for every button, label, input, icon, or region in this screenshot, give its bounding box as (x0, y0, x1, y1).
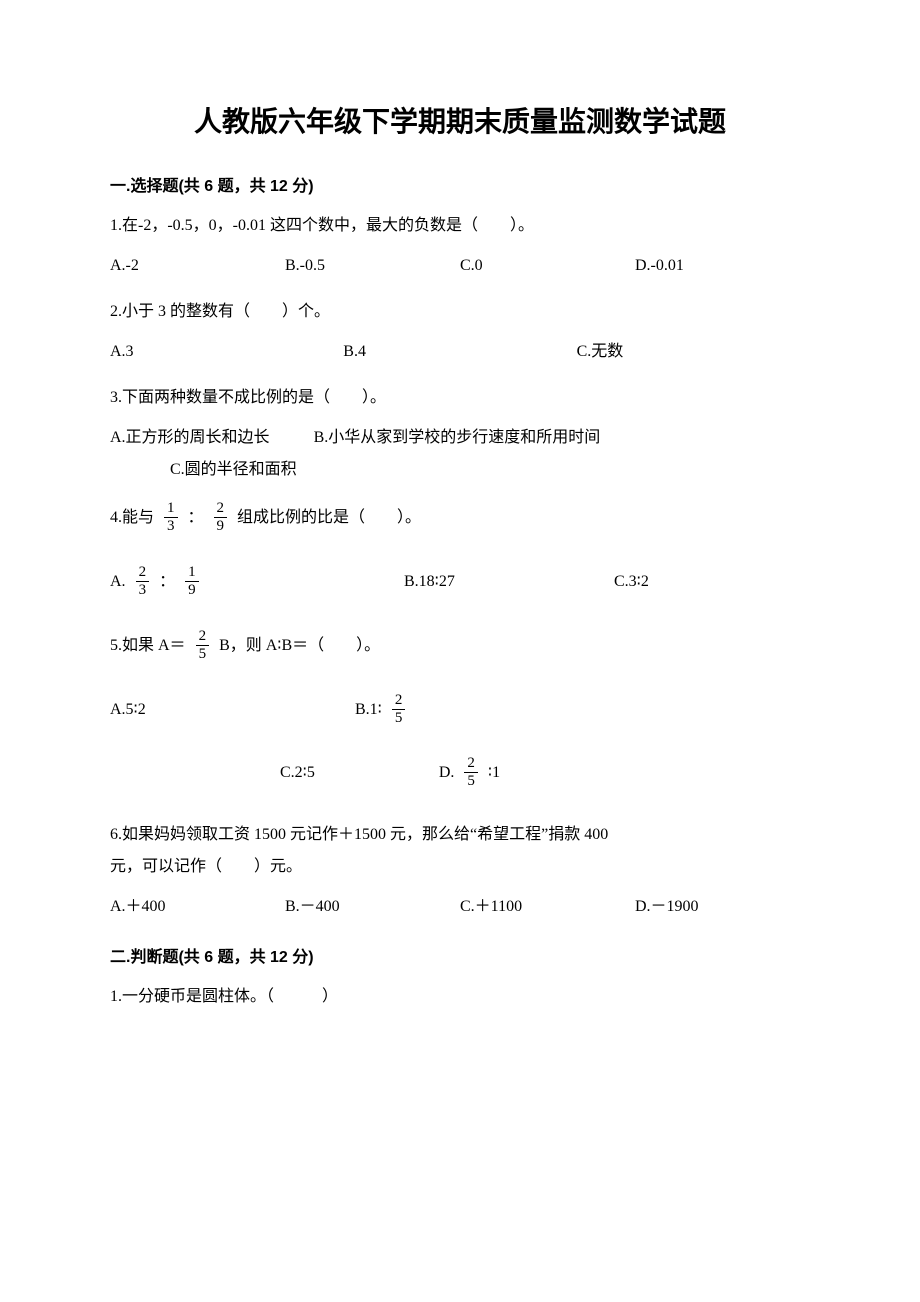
section2-question-1: 1.一分硬币是圆柱体。（ ） (110, 981, 810, 1013)
section-2-header: 二.判断题(共 6 题，共 12 分) (110, 943, 810, 967)
q6-option-a: A.＋400 (110, 891, 285, 923)
section-1-header: 一.选择题(共 6 题，共 12 分) (110, 172, 810, 196)
q5-frac-1-num: 2 (196, 629, 210, 645)
question-3-options: A.正方形的周长和边长 B.小华从家到学校的步行速度和所用时间 C.圆的半径和面… (110, 422, 810, 486)
q4-suffix: 组成比例的比是（ ）。 (237, 500, 421, 535)
q5-option-b: B.1∶ 2 5 (355, 693, 810, 726)
q4-opt-a-frac1-num: 2 (136, 565, 150, 581)
question-5-options-row1: A.5∶2 B.1∶ 2 5 (110, 693, 810, 726)
question-6: 6.如果妈妈领取工资 1500 元记作＋1500 元，那么给“希望工程”捐款 4… (110, 819, 810, 923)
q5-option-c: C.2∶5 (110, 757, 315, 789)
q3-option-a: A.正方形的周长和边长 (110, 422, 270, 454)
q5-opt-d-frac-num: 2 (464, 756, 478, 772)
q6-option-c: C.＋1100 (460, 891, 635, 923)
q6-option-b: B.－400 (285, 891, 460, 923)
question-2-text: 2.小于 3 的整数有（ ）个。 (110, 296, 810, 328)
q5-opt-d-frac: 2 5 (464, 756, 478, 789)
q5-opt-b-frac-den: 5 (392, 709, 406, 726)
question-3-text: 3.下面两种数量不成比例的是（ ）。 (110, 382, 810, 414)
question-6-options: A.＋400 B.－400 C.＋1100 D.－1900 (110, 891, 810, 923)
q5-opt-b-prefix: B.1∶ (355, 694, 382, 726)
q4-opt-a-frac1-den: 3 (136, 581, 150, 598)
question-2-options: A.3 B.4 C.无数 (110, 336, 810, 368)
question-5: 5.如果 A＝ 2 5 B，则 A∶B＝（ ）。 A.5∶2 B.1∶ 2 5 … (110, 628, 810, 789)
q4-opt-a-colon: ： (159, 566, 175, 598)
question-3: 3.下面两种数量不成比例的是（ ）。 A.正方形的周长和边长 B.小华从家到学校… (110, 382, 810, 486)
q4-frac-1: 1 3 (164, 501, 178, 534)
q3-option-c: C.圆的半径和面积 (110, 454, 297, 486)
question-1-options: A.-2 B.-0.5 C.0 D.-0.01 (110, 250, 810, 282)
q4-frac-2-num: 2 (214, 501, 228, 517)
exam-page: 人教版六年级下学期期末质量监测数学试题 一.选择题(共 6 题，共 12 分) … (0, 0, 920, 1302)
q1-option-c: C.0 (460, 250, 635, 282)
q2-option-b: B.4 (343, 336, 576, 368)
q5-option-a: A.5∶2 (110, 693, 355, 726)
question-1: 1.在-2，-0.5，0，-0.01 这四个数中，最大的负数是（ ）。 A.-2… (110, 210, 810, 282)
q4-frac-2-den: 9 (214, 517, 228, 534)
q4-frac-1-num: 1 (164, 501, 178, 517)
q5-opt-d-frac-den: 5 (464, 772, 478, 789)
q5-opt-d-prefix: D. (439, 757, 455, 789)
q5-opt-b-frac-num: 2 (392, 693, 406, 709)
q4-colon: ： (188, 500, 204, 535)
q1-option-b: B.-0.5 (285, 250, 460, 282)
question-6-text-line2: 元，可以记作（ ）元。 (110, 851, 810, 883)
q4-opt-a-frac1: 2 3 (136, 565, 150, 598)
q4-opt-a-frac2-num: 1 (185, 565, 199, 581)
q5-frac-1: 2 5 (196, 629, 210, 662)
q5-opt-b-frac: 2 5 (392, 693, 406, 726)
q2-option-c: C.无数 (577, 336, 810, 368)
q4-opt-a-frac2-den: 9 (185, 581, 199, 598)
q5-opt-d-suffix: ∶1 (488, 757, 500, 789)
q5-option-d: D. 2 5 ∶1 (319, 756, 500, 789)
q5-frac-1-den: 5 (196, 645, 210, 662)
q4-option-c: C.3∶2 (614, 565, 810, 598)
question-5-text: 5.如果 A＝ 2 5 B，则 A∶B＝（ ）。 (110, 628, 380, 663)
question-4-options: A. 2 3 ： 1 9 B.18∶27 C.3∶2 (110, 565, 810, 598)
page-title: 人教版六年级下学期期末质量监测数学试题 (110, 100, 810, 140)
question-1-text: 1.在-2，-0.5，0，-0.01 这四个数中，最大的负数是（ ）。 (110, 210, 810, 242)
q5-suffix: B，则 A∶B＝（ ）。 (219, 628, 380, 663)
q4-opt-a-frac2: 1 9 (185, 565, 199, 598)
q4-option-a: A. 2 3 ： 1 9 (110, 565, 404, 598)
question-2: 2.小于 3 的整数有（ ）个。 A.3 B.4 C.无数 (110, 296, 810, 368)
q4-option-b: B.18∶27 (404, 565, 614, 598)
question-6-text-line1: 6.如果妈妈领取工资 1500 元记作＋1500 元，那么给“希望工程”捐款 4… (110, 819, 810, 851)
q4-frac-1-den: 3 (164, 517, 178, 534)
q3-option-b: B.小华从家到学校的步行速度和所用时间 (314, 422, 601, 454)
section2-q1-text: 1.一分硬币是圆柱体。（ ） (110, 981, 810, 1013)
q6-option-d: D.－1900 (635, 891, 810, 923)
q4-prefix: 4.能与 (110, 500, 154, 535)
question-5-options-row2: C.2∶5 D. 2 5 ∶1 (110, 756, 810, 789)
q5-prefix: 5.如果 A＝ (110, 628, 186, 663)
q4-frac-2: 2 9 (214, 501, 228, 534)
question-4: 4.能与 1 3 ： 2 9 组成比例的比是（ ）。 A. 2 3 ： 1 (110, 500, 810, 598)
q2-option-a: A.3 (110, 336, 343, 368)
q1-option-a: A.-2 (110, 250, 285, 282)
q1-option-d: D.-0.01 (635, 250, 810, 282)
q4-opt-a-prefix: A. (110, 566, 126, 598)
question-4-text: 4.能与 1 3 ： 2 9 组成比例的比是（ ）。 (110, 500, 421, 535)
